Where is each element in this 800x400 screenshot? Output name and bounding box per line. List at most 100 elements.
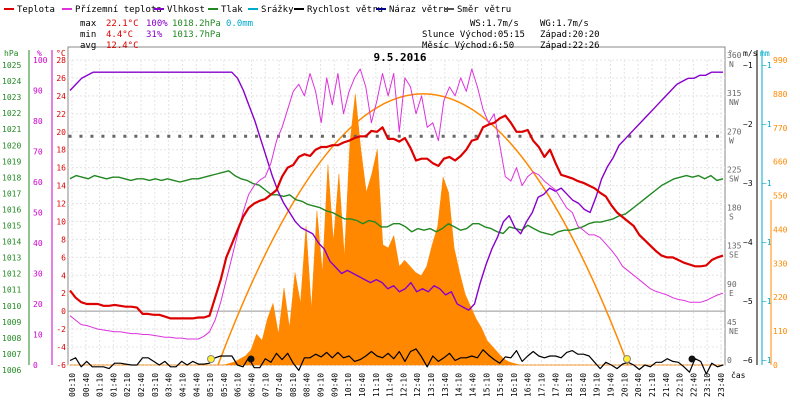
- x-tick: 15:10: [482, 373, 491, 397]
- x-title: čas: [731, 370, 746, 380]
- deg-tick: 360: [727, 51, 742, 60]
- hpa-tick: 1007: [2, 350, 21, 359]
- ms-tick: ~5: [743, 297, 753, 306]
- x-tick: 13:40: [441, 373, 450, 397]
- dir-tick: S: [729, 213, 734, 222]
- mm-tick: ~1: [762, 120, 772, 129]
- wind-dir-point: [540, 134, 544, 138]
- temp-tick: 12: [56, 200, 66, 209]
- ms-tick: ~6: [743, 356, 753, 365]
- x-tick: 04:10: [178, 373, 187, 397]
- hpa-tick: 1012: [2, 270, 21, 279]
- wind-dir-point: [189, 134, 193, 138]
- info-sun: Slunce Východ:05:15: [422, 30, 525, 40]
- deg-tick: 135: [727, 242, 742, 251]
- x-tick: 13:10: [427, 373, 436, 397]
- wind-dir-point: [606, 134, 610, 138]
- legend: Teplota Přízemní teplota Vlhkost Tlak Srážky…: [4, 5, 511, 15]
- pct-tick: 10: [33, 331, 43, 340]
- lux-tick: 440: [773, 225, 788, 234]
- x-tick: 21:40: [662, 373, 671, 397]
- temp-tick: 10: [56, 217, 66, 226]
- x-tick: 18:10: [565, 373, 574, 397]
- wind-dir-point: [68, 134, 72, 138]
- pressure-line: [69, 170, 724, 236]
- hpa-tick: 1008: [2, 334, 21, 343]
- pct-tick: 80: [33, 117, 43, 126]
- max-label: max: [80, 19, 97, 29]
- x-tick: 05:40: [220, 373, 229, 397]
- wind-dir-point: [353, 134, 357, 138]
- deg-tick: 90: [727, 280, 737, 289]
- dir-tick: NW: [729, 98, 739, 107]
- hpa-tick: 1014: [2, 238, 21, 247]
- legend-label: Přízemní teplota: [75, 5, 162, 15]
- pct-title: %: [37, 49, 42, 58]
- hpa-tick: 1018: [2, 173, 21, 182]
- max-hum: 100%: [146, 19, 168, 29]
- wind-dir-point: [386, 134, 390, 138]
- wind-dir-point: [233, 134, 237, 138]
- dir-tick: SE: [729, 251, 739, 260]
- deg-tick: 180: [727, 204, 742, 213]
- moonrise-marker: [247, 355, 255, 363]
- x-tick: 05:10: [206, 373, 215, 397]
- wind-dir-point: [474, 134, 478, 138]
- wind-dir-point: [683, 134, 687, 138]
- temp-tick: 28: [56, 56, 66, 65]
- wind-dir-point: [485, 134, 489, 138]
- lux-tick: 770: [773, 124, 788, 133]
- deg-tick: 0: [727, 356, 732, 365]
- mm-tick: ~1: [762, 61, 772, 70]
- mm-tick: ~1: [762, 297, 772, 306]
- pct-tick: 90: [33, 87, 43, 96]
- hpa-tick: 1011: [2, 286, 21, 295]
- wind-dir-point: [628, 134, 632, 138]
- solar-area: [70, 93, 723, 366]
- min-temp: 4.4°C: [106, 30, 133, 40]
- wind-dir-point: [661, 134, 665, 138]
- lux-tick: 330: [773, 259, 788, 268]
- wind-dir-point: [145, 134, 149, 138]
- x-tick: 07:10: [261, 373, 270, 397]
- chart-title: 9.5.2016: [374, 51, 427, 64]
- x-tick: 22:40: [689, 373, 698, 397]
- max-rain: 0.0mm: [226, 19, 253, 29]
- legend-label: Tlak: [221, 5, 243, 15]
- wind-dir-point: [298, 134, 302, 138]
- humidity-line: [69, 71, 723, 311]
- wind-dir-point: [584, 134, 588, 138]
- temp-tick: 14: [56, 182, 66, 191]
- hpa-tick: 1021: [2, 125, 21, 134]
- info-moon-set: Západ:22:26: [540, 41, 600, 51]
- wind-dir-point: [419, 134, 423, 138]
- series-layer: [68, 68, 724, 375]
- x-tick: 20:10: [620, 373, 629, 397]
- x-tick: 11:40: [386, 373, 395, 397]
- lux-tick: 0: [773, 361, 778, 370]
- x-tick: 09:10: [317, 373, 326, 397]
- hpa-tick: 1009: [2, 318, 21, 327]
- x-tick: 14:10: [455, 373, 464, 397]
- wind-dir-point: [694, 134, 698, 138]
- sunset-marker: [623, 355, 631, 363]
- temp-tick: 16: [56, 164, 66, 173]
- deg-tick: 315: [727, 89, 742, 98]
- hpa-tick: 1024: [2, 77, 21, 86]
- wind-dir-point: [639, 134, 643, 138]
- lux-tick: 990: [773, 56, 788, 65]
- dir-tick: NE: [729, 327, 739, 336]
- pct-tick: 70: [33, 148, 43, 157]
- info-sun-set: Západ:20:20: [540, 30, 600, 40]
- info-ws: WS:1.7m/s: [470, 19, 519, 29]
- x-tick: 15:40: [496, 373, 505, 397]
- wind-dir-point: [167, 134, 171, 138]
- hpa-tick: 1016: [2, 205, 21, 214]
- wind-dir-point: [90, 134, 94, 138]
- wind-dir-point: [430, 134, 434, 138]
- deg-tick: 225: [727, 165, 742, 174]
- legend-label: Srážky: [261, 5, 294, 15]
- hpa-tick: 1020: [2, 141, 21, 150]
- min-hum: 31%: [146, 30, 163, 40]
- legend-label: Náraz větru: [389, 5, 449, 15]
